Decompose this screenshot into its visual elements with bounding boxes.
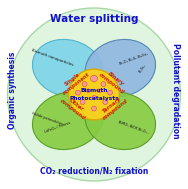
Circle shape — [69, 69, 119, 120]
Circle shape — [8, 8, 180, 181]
Text: Bi₂Te₃: Bi₂Te₃ — [138, 63, 147, 73]
Text: Photocatalysts: Photocatalysts — [69, 96, 119, 101]
Circle shape — [103, 100, 108, 105]
Circle shape — [76, 90, 80, 95]
Circle shape — [101, 82, 106, 87]
Circle shape — [86, 89, 90, 93]
Circle shape — [108, 90, 112, 95]
Text: Other
compound: Other compound — [59, 94, 90, 121]
Circle shape — [80, 100, 85, 105]
Text: Bismuth nanoparticles: Bismuth nanoparticles — [31, 48, 74, 67]
Circle shape — [92, 95, 96, 99]
Text: Binary
compound: Binary compound — [98, 68, 129, 95]
Circle shape — [82, 82, 87, 87]
Ellipse shape — [32, 92, 103, 149]
Text: BiMO₄ BiOX Bi₂O₃...: BiMO₄ BiOX Bi₂O₃... — [117, 120, 150, 135]
Circle shape — [98, 89, 102, 93]
Text: LaFeO₃ / Perovs.: LaFeO₃ / Perovs. — [44, 121, 72, 134]
Text: Organic synthesis: Organic synthesis — [8, 52, 17, 129]
Text: Single
component: Single component — [58, 67, 91, 96]
Ellipse shape — [32, 40, 103, 97]
Ellipse shape — [85, 92, 156, 149]
Circle shape — [92, 106, 96, 111]
Text: CO₂ reduction/N₂ fixation: CO₂ reduction/N₂ fixation — [40, 166, 148, 175]
Text: Halide perovskites: Halide perovskites — [31, 112, 63, 126]
Text: Water splitting: Water splitting — [50, 14, 138, 24]
Circle shape — [91, 75, 97, 82]
Text: Bismuth: Bismuth — [80, 88, 108, 93]
Text: Pollutant degradation: Pollutant degradation — [171, 43, 180, 139]
Text: Ternary
compound: Ternary compound — [98, 94, 129, 121]
Text: Bi₂O₃ Bi₂S₃ Bi₂Se₃: Bi₂O₃ Bi₂S₃ Bi₂Se₃ — [119, 52, 148, 66]
Ellipse shape — [85, 40, 156, 97]
